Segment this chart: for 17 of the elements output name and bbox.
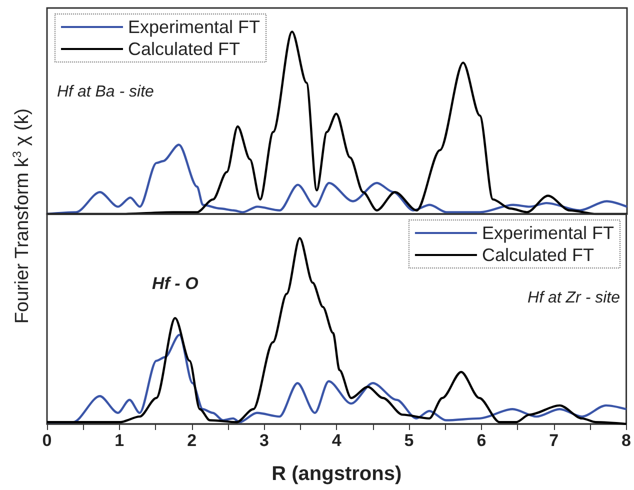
annotation: Hf at Ba - site bbox=[57, 84, 154, 100]
x-tick-label: 0 bbox=[42, 431, 52, 450]
x-tick-label: 4 bbox=[332, 431, 342, 450]
x-tick-label: 2 bbox=[187, 431, 197, 450]
annotation: Hf at Zr - site bbox=[528, 290, 620, 306]
x-tick-label: 3 bbox=[259, 431, 269, 450]
legend-label: Calculated FT bbox=[128, 39, 240, 59]
x-tick-label: 6 bbox=[476, 431, 486, 450]
x-tick-label: 5 bbox=[404, 431, 414, 450]
x-tick-label: 8 bbox=[622, 431, 632, 450]
annotation: Hf - O bbox=[152, 274, 198, 294]
x-axis-title: R (angstrons) bbox=[272, 463, 402, 485]
legend-label: Experimental FT bbox=[482, 223, 614, 243]
legend-label: Calculated FT bbox=[482, 245, 594, 265]
x-tick-label: 7 bbox=[549, 431, 559, 450]
x-tick-label: 1 bbox=[114, 431, 124, 450]
legend-label: Experimental FT bbox=[128, 17, 260, 37]
